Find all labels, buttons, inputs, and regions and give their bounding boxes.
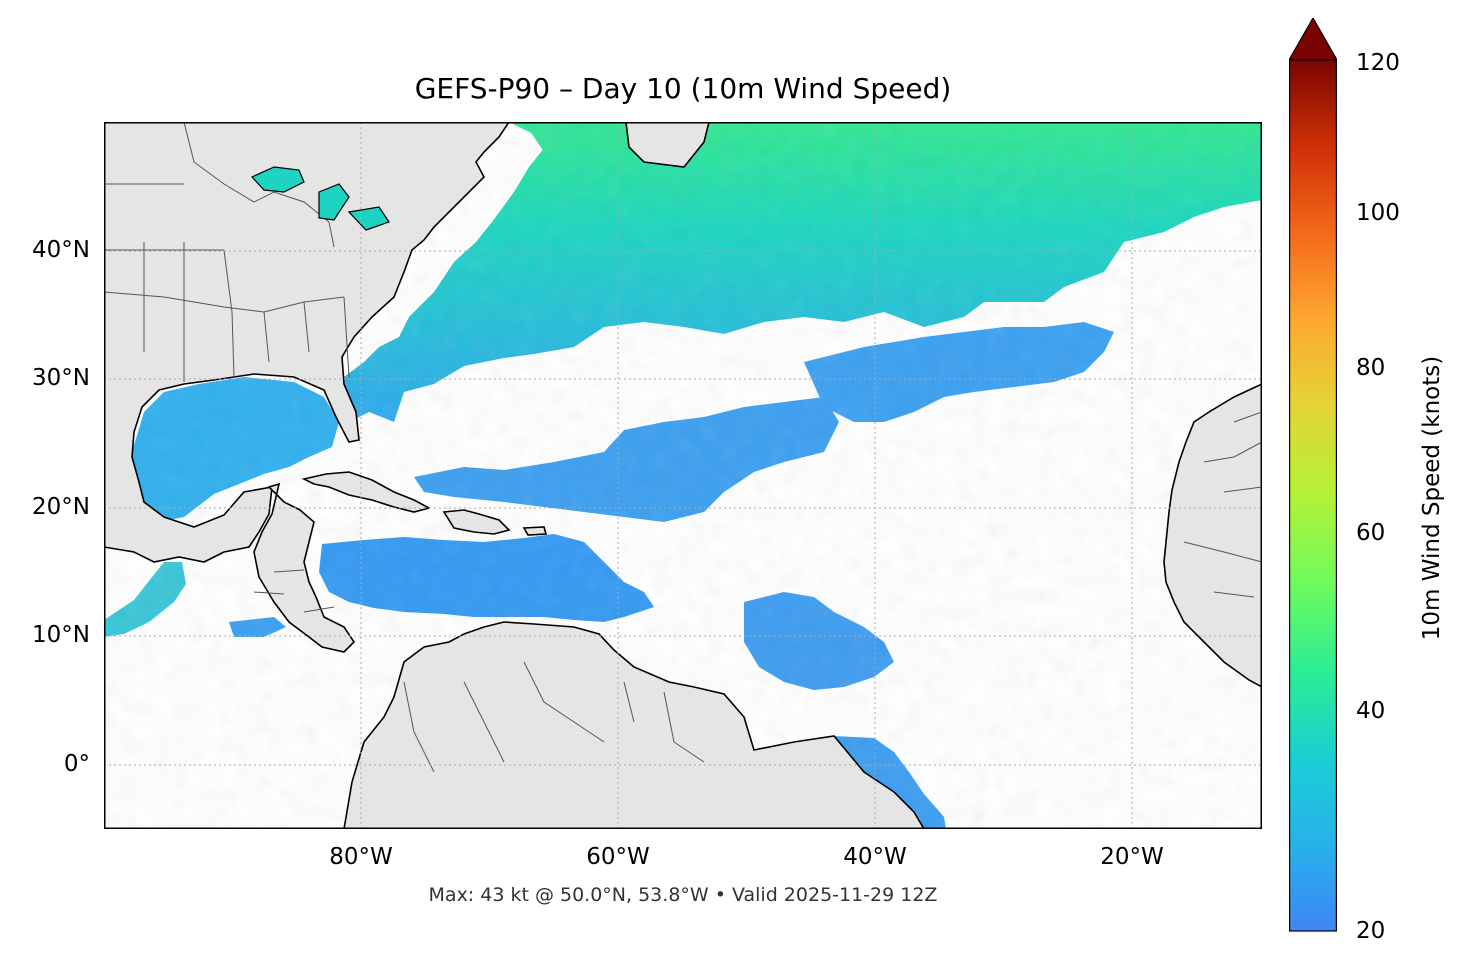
x-tick-label: 80°W [329,844,393,870]
colorbar-tick-label: 100 [1356,200,1400,226]
south-america [343,621,925,829]
x-tick-label: 60°W [586,844,650,870]
gridlines [104,122,1262,829]
x-tick-label: 20°W [1100,844,1164,870]
north-america [104,122,510,563]
x-tick-label: 40°W [843,844,907,870]
colorbar-tick-label: 80 [1356,355,1386,381]
colorbar-gradient [1289,59,1337,932]
land-layer [104,122,1262,829]
colorbar-tick-label: 120 [1356,50,1400,76]
y-tick-label: 0° [63,751,90,777]
central-america [253,482,356,653]
colorbar [1287,16,1339,932]
y-tick-label: 10°N [32,622,90,648]
hispaniola [442,509,511,535]
cuba [301,471,432,513]
colorbar-tick-label: 20 [1356,918,1386,944]
great-lakes [250,166,390,231]
africa [1163,383,1262,688]
newfoundland [625,122,710,168]
max-wind-caption: Max: 43 kt @ 50.0°N, 53.8°W • Valid 2025… [428,884,938,906]
colorbar-label: 10m Wind Speed (knots) [1419,355,1445,641]
map-title: GEFS-P90 – Day 10 (10m Wind Speed) [414,72,952,105]
colorbar-tick-label: 40 [1356,698,1386,724]
wind-speed-map [104,122,1262,829]
y-tick-label: 20°N [32,494,90,520]
puerto-rico [522,526,548,536]
y-tick-label: 30°N [32,365,90,391]
border-layer [104,122,1262,773]
colorbar-extend-arrow [1287,16,1339,61]
y-tick-label: 40°N [32,237,90,263]
map-border [104,122,1262,829]
colorbar-tick-label: 60 [1356,520,1386,546]
